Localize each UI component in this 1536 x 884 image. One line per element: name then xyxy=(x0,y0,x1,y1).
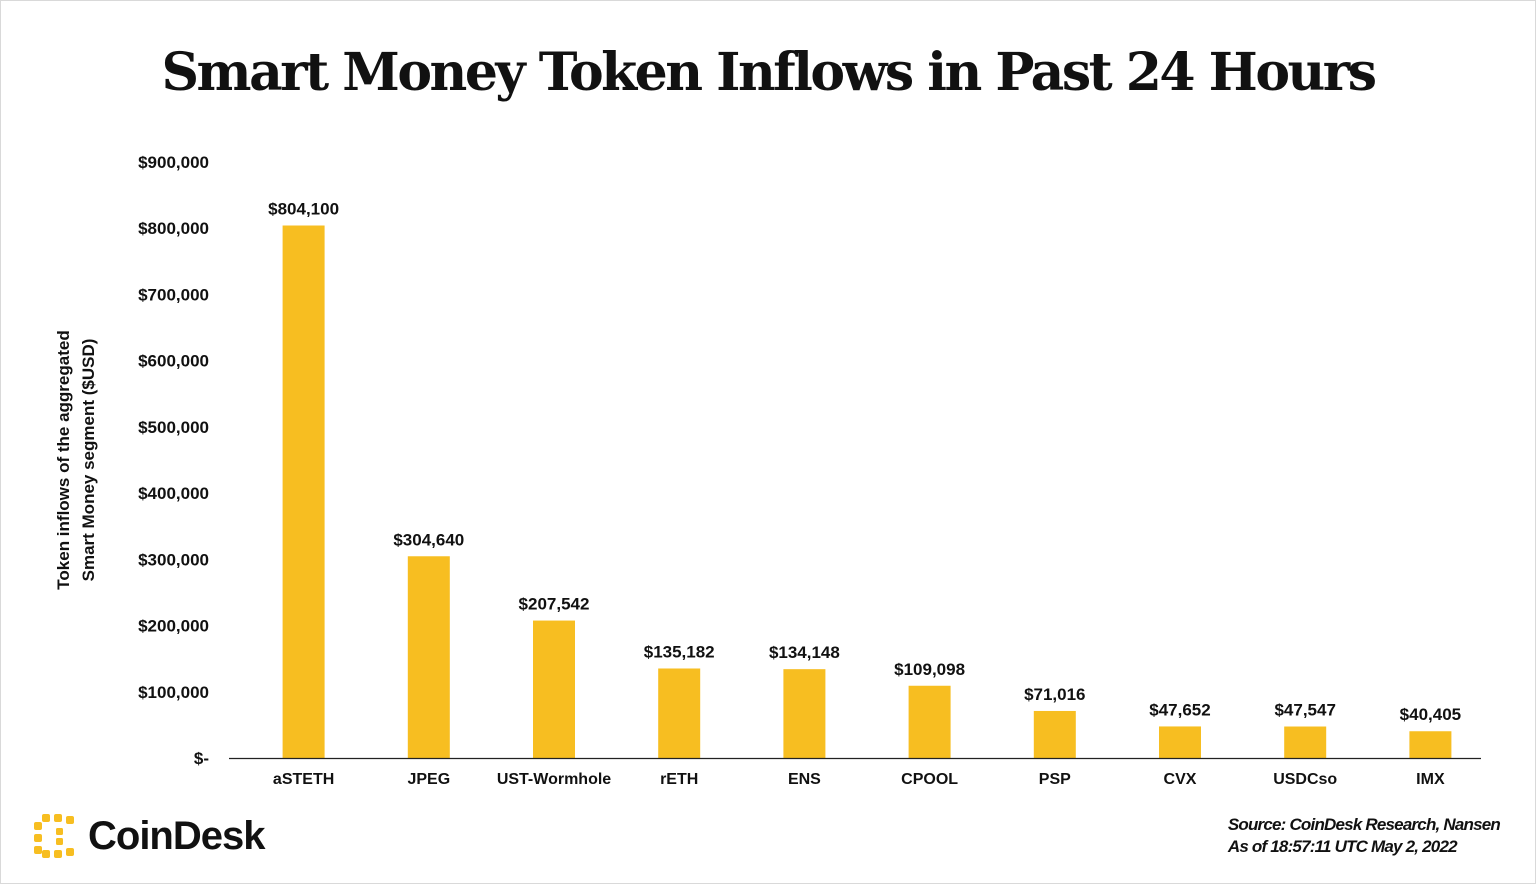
data-label: $304,640 xyxy=(393,530,464,549)
source-line: Source: CoinDesk Research, Nansen xyxy=(1227,815,1501,834)
bar-UST-Wormhole xyxy=(533,620,575,758)
x-tick-label: UST-Wormhole xyxy=(497,771,611,788)
x-tick-label: JPEG xyxy=(407,771,450,788)
y-tick-label: $500,000 xyxy=(138,418,209,437)
bar-CVX xyxy=(1159,726,1201,758)
data-label: $40,405 xyxy=(1400,705,1461,724)
bar-IMX xyxy=(1409,731,1452,758)
data-label: $109,098 xyxy=(894,660,965,679)
y-tick-label: $- xyxy=(194,749,209,768)
x-tick-label: CPOOL xyxy=(901,771,958,788)
y-tick-label: $900,000 xyxy=(138,153,209,172)
bar-rETH xyxy=(658,668,701,758)
bar-USDCso xyxy=(1284,726,1327,758)
data-label: $47,547 xyxy=(1274,701,1335,720)
bar-aSTETH xyxy=(282,225,325,759)
y-axis-label: Smart Money segment ($USD) xyxy=(79,339,98,582)
y-axis-label: Token inflows of the aggregated xyxy=(54,330,73,589)
data-label: $135,182 xyxy=(644,642,715,661)
x-tick-label: PSP xyxy=(1039,771,1071,788)
x-tick-label: USDCso xyxy=(1273,771,1337,788)
data-label: $804,100 xyxy=(268,200,339,219)
x-tick-label: IMX xyxy=(1416,771,1445,788)
y-tick-label: $600,000 xyxy=(138,352,209,371)
chart-title: Smart Money Token Inflows in Past 24 Hou… xyxy=(161,42,1377,103)
bar-ENS xyxy=(783,669,826,758)
data-label: $207,542 xyxy=(519,595,590,614)
x-tick-label: aSTETH xyxy=(273,771,334,788)
x-tick-label: rETH xyxy=(660,771,698,788)
y-tick-label: $400,000 xyxy=(138,484,209,503)
x-tick-label: ENS xyxy=(788,771,821,788)
timestamp-line: As of 18:57:11 UTC May 2, 2022 xyxy=(1227,837,1458,856)
y-tick-label: $800,000 xyxy=(138,219,209,238)
y-tick-label: $200,000 xyxy=(138,617,209,636)
brand-name: CoinDesk xyxy=(88,813,265,858)
source-note: Source: CoinDesk Research, Nansen As of … xyxy=(1227,814,1501,858)
data-label: $47,652 xyxy=(1149,700,1210,719)
coindesk-logo: CoinDesk xyxy=(32,810,265,862)
x-tick-label: CVX xyxy=(1164,771,1197,788)
data-label: $71,016 xyxy=(1024,685,1085,704)
bar-PSP xyxy=(1033,710,1076,758)
bar-CPOOL xyxy=(908,685,951,758)
y-tick-label: $100,000 xyxy=(138,683,209,702)
data-label: $134,148 xyxy=(769,643,840,662)
bar-JPEG xyxy=(407,556,450,758)
y-tick-label: $700,000 xyxy=(138,285,209,304)
coindesk-logo-icon xyxy=(34,814,74,858)
y-tick-label: $300,000 xyxy=(138,550,209,569)
